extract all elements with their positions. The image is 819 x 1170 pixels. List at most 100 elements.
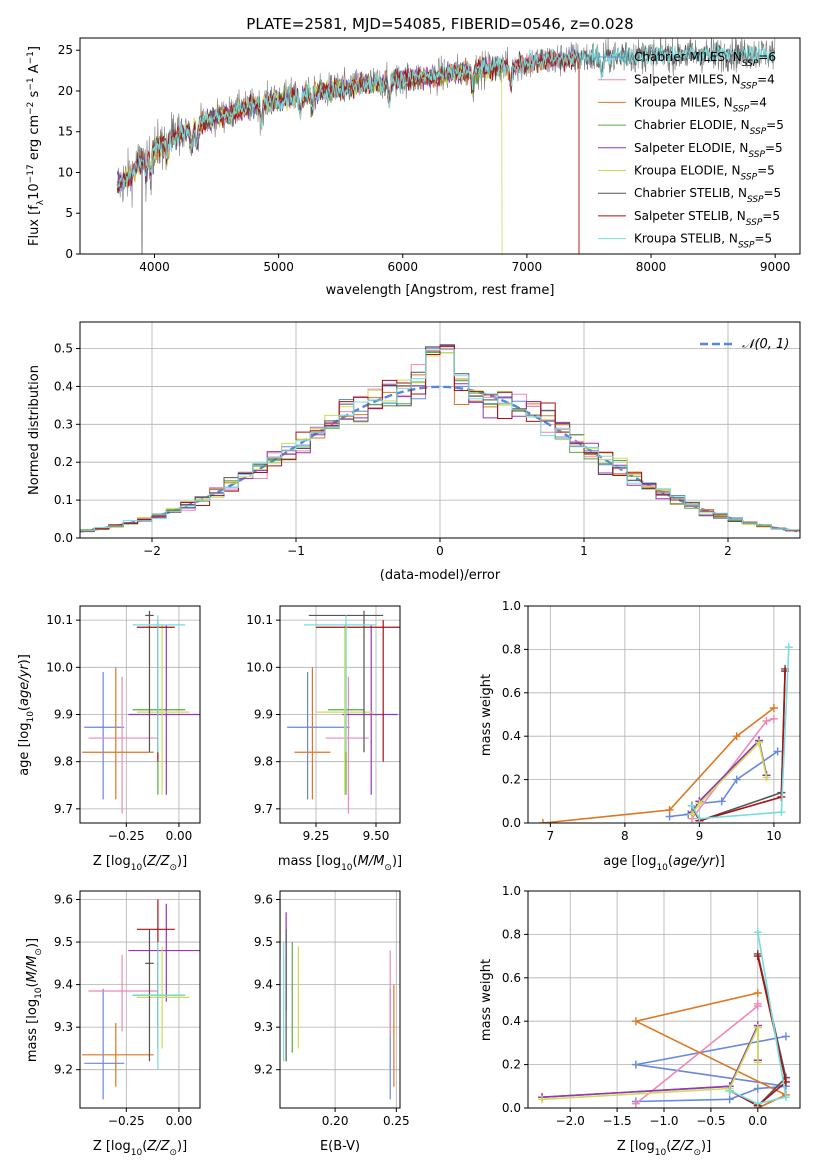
mass-weight-marker: [753, 999, 762, 1008]
legend-label: Salpeter STELIB, NSSP=5: [634, 209, 780, 228]
x-tick-label: 10: [766, 829, 781, 843]
mass-weight-marker: [725, 1086, 734, 1095]
y-tick-label: 9.5: [54, 935, 73, 949]
x-tick-label: −0.5: [696, 1114, 725, 1128]
plot-area-weight_vs_age: [528, 606, 800, 823]
y-tick-label: 9.4: [54, 978, 73, 992]
x-axis-label: Z [log10(Z/Z⊙)]: [93, 1139, 187, 1158]
y-tick-label: 9.5: [254, 935, 273, 949]
y-tick-label: 9.6: [254, 893, 273, 907]
y-tick-label: 25: [58, 43, 73, 57]
axes-spectrum: 4000 5000 6000 7000 8000 9000 0 5 10 15 20 25 Chabri…: [26, 37, 801, 298]
legend-label: Salpeter ELODIE, NSSP=5: [634, 141, 783, 160]
x-tick-label: 9.50: [363, 829, 390, 843]
y-axis-label: age [log10(age/yr)]: [17, 654, 36, 776]
axes-frame: [527, 605, 801, 824]
mass-weight-marker: [687, 801, 696, 810]
mass-weight-marker: [732, 775, 741, 784]
mass-weight-marker: [732, 732, 741, 741]
mass-weight-line: [542, 707, 775, 823]
x-axis-label: age [log10(age/yr)]: [603, 854, 725, 873]
y-tick-label: 9.2: [54, 1063, 73, 1077]
axes-weight_vs_age: 7 8 9 10 0.0 0.2 0.4 0.6 0.8 1.0 age [log10(age/yr…: [479, 599, 801, 873]
y-tick-label: 0.5: [54, 342, 73, 356]
x-tick-label: 0.00: [166, 829, 193, 843]
y-tick-label: 9.7: [254, 802, 273, 816]
legend-label: 𝒩(0, 1): [742, 337, 789, 352]
y-tick-label: 10: [58, 165, 73, 179]
y-tick-label: 10.1: [246, 613, 273, 627]
y-tick-label: 20: [58, 84, 73, 98]
y-tick-label: 0.4: [502, 729, 521, 743]
mass-weight-marker: [753, 928, 762, 937]
y-tick-label: 0.0: [502, 816, 521, 830]
x-tick-label: −0.25: [108, 1114, 145, 1128]
legend-label: Chabrier STELIB, NSSP=5: [634, 186, 781, 205]
y-axis-label: mass weight: [479, 674, 494, 756]
mass-weight-marker: [781, 1093, 790, 1102]
mass-weight-marker: [725, 1095, 734, 1104]
x-tick-label: −2.0: [556, 1114, 585, 1128]
y-tick-label: 9.9: [54, 708, 73, 722]
x-tick-label: −1.0: [649, 1114, 678, 1128]
y-tick-label: 9.7: [54, 802, 73, 816]
mass-weight-marker: [762, 717, 771, 726]
legend-label: Kroupa ELODIE, NSSP=5: [634, 164, 775, 183]
y-tick-label: 9.8: [54, 755, 73, 769]
mass-weight-marker: [631, 1017, 640, 1026]
axes-age_vs_Z: −0.25 0.00 9.7 9.8 9.9 10.0 10.1 Z [log10(Z/Z⊙)…: [17, 605, 201, 873]
x-axis-label: Z [log10(Z/Z⊙)]: [93, 854, 187, 873]
mass-weight-marker: [695, 799, 704, 808]
figure-title: PLATE=2581, MJD=54085, FIBERID=0546, z=0…: [246, 15, 633, 33]
y-tick-label: 0.1: [54, 493, 73, 507]
y-tick-label: 9.8: [254, 755, 273, 769]
y-tick-label: 0.0: [54, 531, 73, 545]
x-tick-label: −0.25: [108, 829, 145, 843]
mass-weight-marker: [631, 1060, 640, 1069]
y-tick-label: 9.9: [254, 708, 273, 722]
y-tick-label: 9.3: [254, 1020, 273, 1034]
legend-label: Kroupa MILES, NSSP=4: [634, 95, 767, 114]
mass-weight-line: [542, 1027, 759, 1101]
mass-weight-marker: [753, 1099, 762, 1108]
mass-weight-marker: [631, 1099, 640, 1108]
y-tick-label: 0.4: [54, 379, 73, 393]
x-tick-label: 9: [696, 829, 704, 843]
x-axis-label: E(B-V): [320, 1139, 360, 1154]
mass-weight-line: [691, 647, 790, 820]
y-tick-label: 0.8: [502, 642, 521, 656]
x-tick-label: 7000: [512, 260, 543, 274]
x-tick-label: 0: [436, 544, 444, 558]
y-tick-label: 0.3: [54, 417, 73, 431]
axes-mass_vs_Z: −0.25 0.00 9.2 9.3 9.4 9.5 9.6 Z [log10(Z/Z⊙)] m…: [25, 890, 201, 1158]
x-tick-label: 9.25: [303, 829, 330, 843]
y-tick-label: 9.3: [54, 1020, 73, 1034]
mass-weight-line: [691, 741, 768, 815]
plot-area-age_vs_mass: [280, 606, 400, 823]
mass-weight-marker: [762, 773, 771, 782]
mass-weight-marker: [753, 952, 762, 961]
model-spectrum-kroupa-stelib: [116, 42, 776, 189]
axes-mass_vs_ebv: 0.20 0.25 9.2 9.3 9.4 9.5 9.6 E(B-V): [254, 890, 410, 1154]
mass-weight-marker: [695, 814, 704, 823]
mass-weight-marker: [777, 808, 786, 817]
mass-weight-marker: [753, 1058, 762, 1067]
y-tick-label: 0.2: [54, 455, 73, 469]
mass-weight-marker: [753, 988, 762, 997]
y-tick-label: 9.6: [54, 893, 73, 907]
x-tick-label: 1: [580, 544, 588, 558]
axes-residuals: −2 −1 0 1 2 0.0 0.1 0.2 0.3 0.4 0.5 𝒩(0, 1) (data-mo…: [27, 321, 801, 583]
y-axis-label: Normed distribution: [27, 365, 42, 495]
legend-label: Kroupa STELIB, NSSP=5: [634, 232, 772, 251]
legend-label: Chabrier MILES, NSSP=6: [634, 50, 776, 69]
y-axis-label: Flux [fλ10−17 erg cm−2 s−1 A−1]: [26, 46, 46, 246]
axes-age_vs_mass: 9.25 9.50 9.7 9.8 9.9 10.0 10.1 mass [log10(M/M…: [246, 605, 402, 873]
x-tick-label: −2: [143, 544, 161, 558]
mass-weight-line: [669, 750, 779, 818]
x-tick-label: 6000: [387, 260, 418, 274]
x-axis-label: mass [log10(M/M⊙)]: [278, 854, 402, 873]
plot-area-mass_vs_ebv: [280, 891, 400, 1108]
mass-weight-marker: [773, 747, 782, 756]
y-tick-label: 9.4: [254, 978, 273, 992]
